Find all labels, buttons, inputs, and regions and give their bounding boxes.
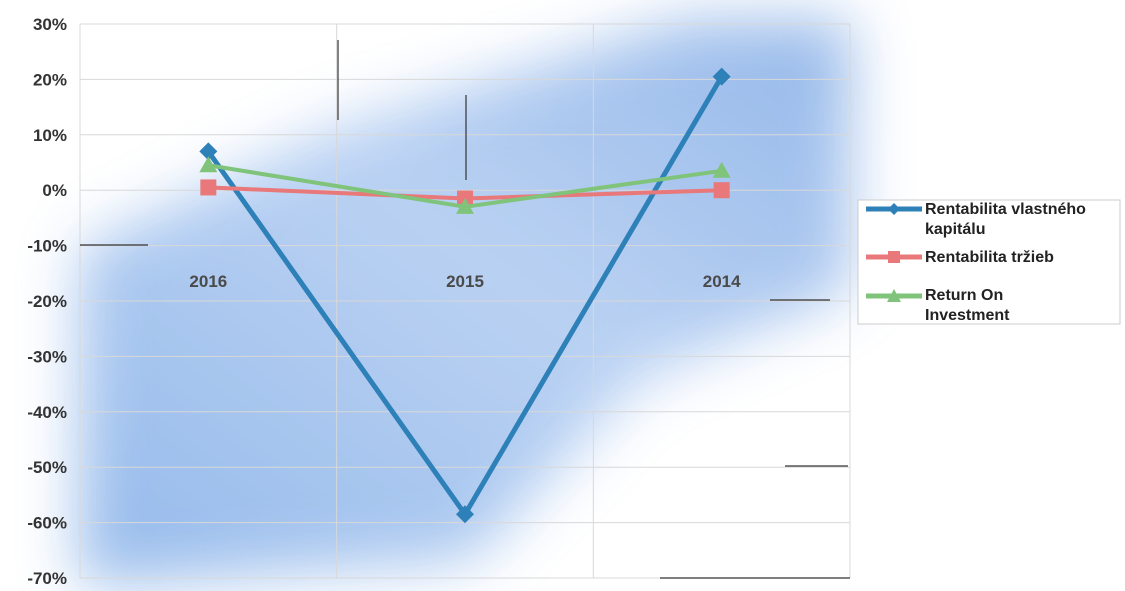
gridlines — [79, 23, 851, 579]
data-point — [199, 156, 218, 173]
data-point — [200, 179, 217, 196]
data-point — [456, 505, 474, 524]
legend-item-rentabilita-vlastneho-kapitalu: Rentabilita vlastného kapitálu — [866, 201, 1086, 238]
data-point — [199, 142, 218, 161]
y-tick-label: -60% — [27, 514, 67, 533]
scan-marks — [80, 40, 850, 579]
category-label: 2016 — [189, 272, 227, 291]
data-point — [712, 161, 731, 178]
legend-label-line-1: Rentabilita vlastného — [925, 201, 1086, 218]
y-tick-label: 20% — [33, 70, 67, 89]
category-label: 2014 — [703, 272, 741, 291]
y-tick-label: -40% — [27, 403, 67, 422]
plot-background — [80, 20, 850, 585]
legend-item-rentabilita-trzieb: Rentabilita tržieb — [866, 249, 1054, 266]
data-point — [713, 182, 730, 199]
y-tick-label: -30% — [27, 347, 67, 366]
category-labels: 2016 2015 2014 — [189, 272, 741, 291]
category-label: 2015 — [446, 272, 484, 291]
y-tick-label: 10% — [33, 126, 67, 145]
y-axis: 30% 20% 10% 0% -10% -20% -30% -40% -50% -60% -70% — [27, 15, 67, 588]
legend-label-line-5: Investment — [925, 307, 1010, 324]
y-tick-label: -70% — [27, 569, 67, 588]
legend-item-return-on-investment: Return On Investment — [866, 287, 1010, 324]
data-point — [456, 197, 474, 214]
y-tick-label: 0% — [42, 181, 67, 200]
series-layer — [199, 67, 731, 524]
legend-label-line-3: Rentabilita tržieb — [925, 249, 1054, 266]
legend: Rentabilita vlastného kapitálu Rentabili… — [857, 199, 1121, 325]
y-tick-label: 30% — [33, 15, 67, 34]
y-tick-label: -20% — [27, 292, 67, 311]
y-tick-label: -50% — [27, 458, 67, 477]
legend-label-line-4: Return On — [925, 287, 1003, 304]
legend-label-line-2: kapitálu — [925, 221, 985, 238]
y-tick-label: -10% — [27, 237, 67, 256]
data-point — [712, 67, 731, 86]
